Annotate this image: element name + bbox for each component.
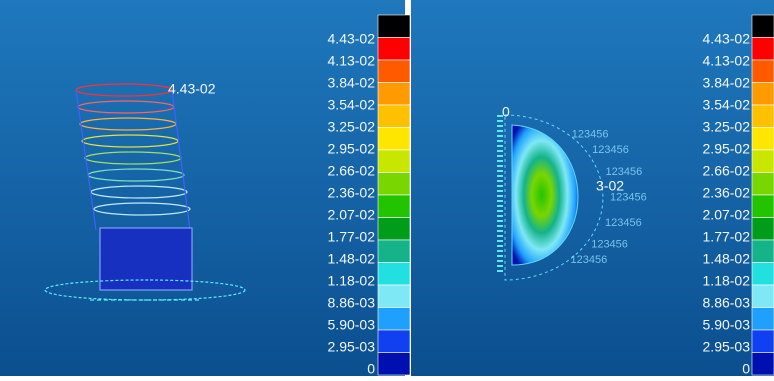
legend-label: 8.86-03 bbox=[328, 295, 376, 311]
legend-label: 2.07-02 bbox=[328, 207, 376, 223]
legend-swatch bbox=[752, 150, 774, 173]
legend-label: 5.90-03 bbox=[328, 317, 376, 333]
legend-label: 2.95-02 bbox=[328, 141, 376, 157]
legend-label: 2.95-03 bbox=[328, 339, 376, 355]
legend-swatch bbox=[752, 353, 774, 376]
legend-label: 3.84-02 bbox=[328, 75, 376, 91]
legend-swatch bbox=[378, 285, 410, 308]
legend-label: 2.95-02 bbox=[703, 141, 751, 157]
legend-label: 4.13-02 bbox=[703, 53, 751, 69]
legend-swatch bbox=[378, 353, 410, 376]
legend-swatch bbox=[378, 240, 410, 263]
legend-label: 2.36-02 bbox=[328, 185, 376, 201]
legend-label: 3.54-02 bbox=[703, 97, 751, 113]
legend-swatch bbox=[378, 195, 410, 218]
node-label: 123456 bbox=[572, 129, 609, 141]
legend-swatch bbox=[378, 150, 410, 173]
legend-label: 2.36-02 bbox=[703, 185, 751, 201]
legend-label: 2.66-02 bbox=[328, 163, 376, 179]
legend-label: 4.43-02 bbox=[328, 31, 376, 47]
legend-swatch bbox=[752, 330, 774, 353]
legend-label: 5.90-03 bbox=[703, 317, 751, 333]
legend-label: 1.18-02 bbox=[703, 273, 751, 289]
legend-swatch bbox=[752, 195, 774, 218]
legend-swatch bbox=[752, 263, 774, 286]
annotation: 0 bbox=[502, 104, 510, 120]
legend-label: 0 bbox=[742, 361, 750, 376]
annotation: 4.43-02 bbox=[168, 81, 216, 97]
node-label: 123456 bbox=[570, 254, 607, 266]
legend-swatch bbox=[752, 15, 774, 38]
legend-swatch bbox=[378, 83, 410, 106]
legend-swatch bbox=[752, 173, 774, 196]
node-label: 123456 bbox=[592, 144, 629, 156]
legend-label: 1.77-02 bbox=[328, 229, 376, 245]
page: 4.43-02 4.13-02 3.84-02 3.54-02 3.25-02 2.95-… bbox=[0, 0, 774, 376]
node-label: 123456 bbox=[605, 217, 642, 229]
legend-swatch bbox=[378, 308, 410, 331]
legend-swatch bbox=[752, 128, 774, 151]
legend-label: 2.95-03 bbox=[703, 339, 751, 355]
node-label: 123456 bbox=[591, 239, 628, 251]
node-label: 123456 bbox=[610, 192, 647, 204]
legend-label: 4.13-02 bbox=[328, 53, 376, 69]
legend-swatch bbox=[378, 60, 410, 83]
legend-swatch bbox=[752, 308, 774, 331]
legend-label: 3.25-02 bbox=[703, 119, 751, 135]
legend-label: 4.43-02 bbox=[703, 31, 751, 47]
legend-swatch bbox=[752, 240, 774, 263]
legend-swatch bbox=[752, 218, 774, 241]
legend-label: 1.18-02 bbox=[328, 273, 376, 289]
legend-label: 1.77-02 bbox=[703, 229, 751, 245]
legend-swatch bbox=[378, 38, 410, 61]
legend-swatch bbox=[752, 83, 774, 106]
legend-swatch bbox=[378, 263, 410, 286]
legend-swatch bbox=[378, 173, 410, 196]
legend-label: 3.54-02 bbox=[328, 97, 376, 113]
legend-label: 1.48-02 bbox=[328, 251, 376, 267]
legend-swatch bbox=[378, 15, 410, 38]
legend-swatch bbox=[752, 60, 774, 83]
legend-swatch bbox=[378, 105, 410, 128]
legend-label: 3.25-02 bbox=[328, 119, 376, 135]
legend-label: 3.84-02 bbox=[703, 75, 751, 91]
legend-swatch bbox=[752, 105, 774, 128]
legend-swatch bbox=[378, 330, 410, 353]
screenshot: 4.43-02 4.13-02 3.84-02 3.54-02 3.25-02 2.95-… bbox=[0, 0, 774, 376]
legend-swatch bbox=[752, 285, 774, 308]
legend-label: 2.66-02 bbox=[703, 163, 751, 179]
legend-label: 0 bbox=[367, 361, 375, 376]
legend-label: 2.07-02 bbox=[703, 207, 751, 223]
legend-swatch bbox=[378, 218, 410, 241]
legend-swatch bbox=[378, 128, 410, 151]
legend-swatch bbox=[752, 38, 774, 61]
legend-label: 8.86-03 bbox=[703, 295, 751, 311]
node-label: 123456 bbox=[606, 166, 643, 178]
legend-label: 1.48-02 bbox=[703, 251, 751, 267]
